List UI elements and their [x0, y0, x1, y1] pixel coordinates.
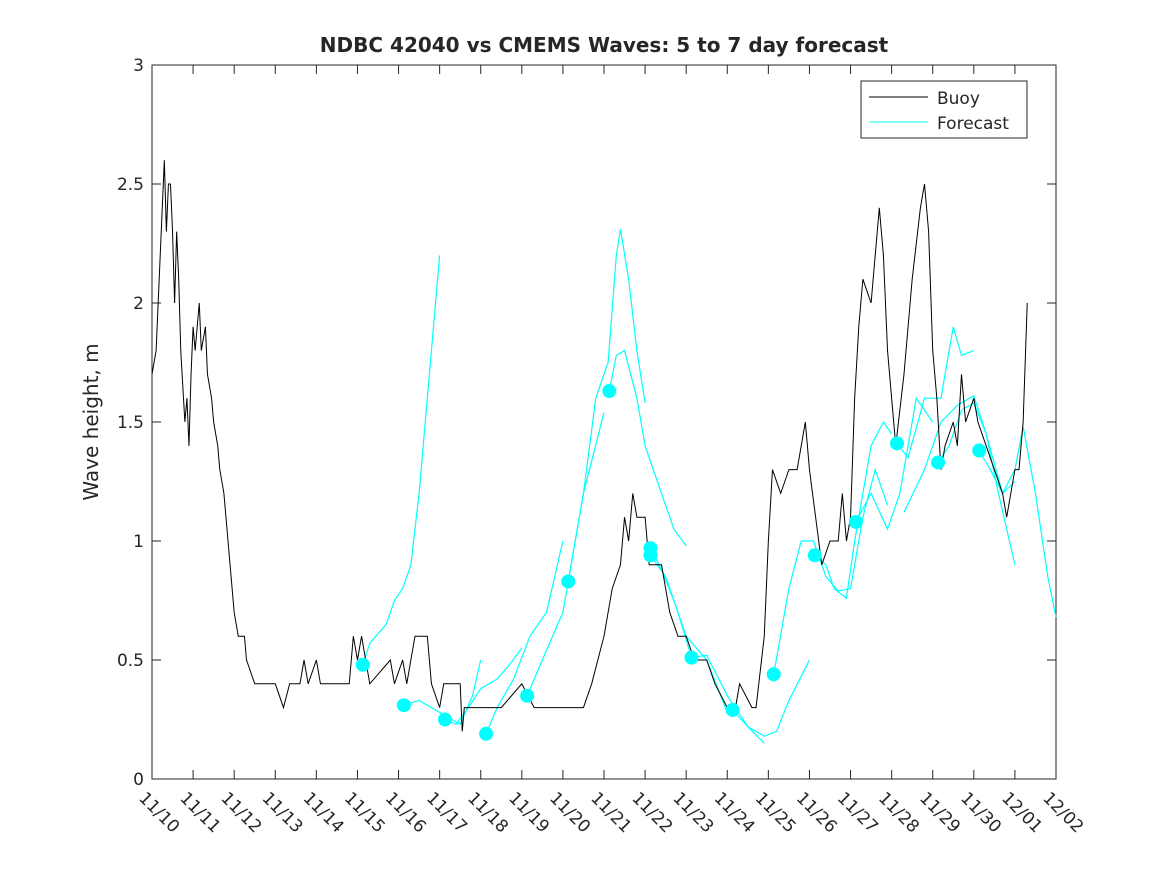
forecast-line [649, 554, 765, 744]
forecast-line [732, 659, 810, 737]
forecast-marker [561, 574, 576, 589]
x-tick-label: 12/01 [997, 788, 1046, 837]
x-tick-label: 11/28 [874, 788, 923, 837]
forecast-line [444, 647, 523, 725]
y-tick-label: 0.5 [117, 651, 144, 671]
forecast-line [903, 394, 1016, 565]
forecast-marker [479, 726, 494, 741]
x-tick-label: 11/22 [628, 788, 677, 837]
x-tick-label: 11/19 [504, 788, 553, 837]
legend-forecast-label: Forecast [937, 114, 1009, 134]
forecast-marker [972, 443, 987, 458]
forecast-line [608, 349, 687, 547]
x-tick-label: 11/10 [134, 788, 183, 837]
y-tick-label: 1.5 [117, 413, 144, 433]
forecast-marker [437, 712, 452, 727]
x-tick-label: 11/17 [422, 788, 471, 837]
forecast-marker [520, 688, 535, 703]
x-tick-label: 11/20 [545, 788, 594, 837]
y-tick-label: 0 [133, 770, 144, 790]
legend-buoy-label: Buoy [937, 89, 980, 109]
buoy-line [151, 160, 1028, 732]
x-tick-label: 11/18 [463, 788, 512, 837]
forecast-marker [889, 436, 904, 451]
x-tick-label: 11/16 [381, 788, 430, 837]
forecast-line [567, 229, 646, 582]
x-tick-label: 11/14 [299, 788, 348, 837]
forecast-line [362, 255, 441, 665]
x-tick-label: 11/26 [792, 788, 841, 837]
legend: Buoy Forecast [860, 80, 1028, 139]
y-tick-label: 2 [133, 294, 144, 314]
forecast-marker [766, 667, 781, 682]
y-tick-label: 1 [133, 532, 144, 552]
x-tick-label: 11/29 [915, 788, 964, 837]
x-tick-label: 11/15 [340, 788, 389, 837]
y-tick-label: 3 [133, 56, 144, 76]
x-tick-label: 11/24 [710, 788, 759, 837]
forecast-marker [602, 384, 617, 399]
forecast-marker [848, 514, 863, 529]
x-tick-label: 11/25 [751, 788, 800, 837]
forecast-marker [684, 650, 699, 665]
y-axis-label: Wave height, m [79, 343, 103, 500]
y-tick-label: 2.5 [117, 175, 144, 195]
forecast-marker [643, 548, 658, 563]
forecast-line [896, 326, 975, 460]
forecast-marker [396, 698, 411, 713]
chart-title: NDBC 42040 vs CMEMS Waves: 5 to 7 day fo… [320, 33, 889, 57]
forecast-line [978, 426, 1057, 618]
forecast-marker [725, 702, 740, 717]
x-tick-label: 11/30 [956, 788, 1005, 837]
forecast-line [485, 540, 564, 735]
x-tick-label: 11/13 [258, 788, 307, 837]
x-tick-label: 11/12 [217, 788, 266, 837]
x-tick-label: 11/23 [669, 788, 718, 837]
x-tick-label: 11/11 [176, 788, 225, 837]
forecast-marker [931, 455, 946, 470]
forecast-line [814, 420, 893, 600]
plot-area [151, 64, 1057, 780]
x-tick-label: 12/02 [1038, 788, 1087, 837]
forecast-line [855, 396, 934, 531]
x-tick-label: 11/27 [833, 788, 882, 837]
x-tick-label: 11/21 [586, 788, 635, 837]
forecast-line [526, 412, 605, 696]
forecast-marker [807, 548, 822, 563]
forecast-marker [355, 657, 370, 672]
